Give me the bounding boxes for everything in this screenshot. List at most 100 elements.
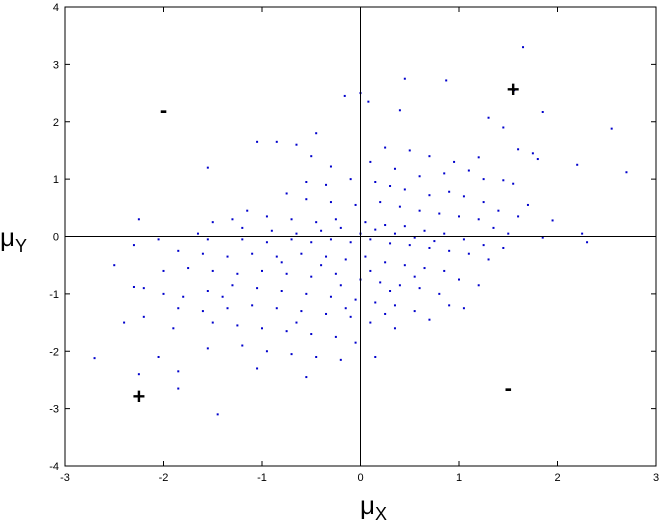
data-point bbox=[334, 335, 337, 338]
data-point bbox=[216, 413, 219, 416]
data-point bbox=[310, 155, 313, 158]
data-point bbox=[261, 269, 263, 272]
data-point bbox=[517, 148, 520, 151]
data-point bbox=[325, 312, 328, 315]
data-point bbox=[320, 264, 323, 267]
data-point bbox=[339, 358, 342, 361]
data-point bbox=[364, 221, 367, 224]
data-point bbox=[354, 341, 357, 344]
data-point bbox=[256, 140, 259, 143]
data-point bbox=[265, 350, 268, 353]
data-point bbox=[438, 212, 441, 215]
data-point bbox=[467, 252, 470, 255]
data-point bbox=[384, 224, 387, 227]
data-point bbox=[393, 232, 396, 235]
data-point bbox=[344, 258, 347, 261]
data-point bbox=[576, 163, 579, 166]
data-point bbox=[261, 327, 263, 330]
data-point bbox=[398, 109, 401, 112]
data-point bbox=[334, 218, 337, 221]
x-tick-label: 3 bbox=[653, 472, 659, 484]
data-point bbox=[236, 324, 239, 327]
data-point bbox=[581, 232, 584, 235]
plus-sign-label: + bbox=[132, 384, 145, 409]
data-point bbox=[354, 298, 357, 301]
y-tick-label: -3 bbox=[49, 404, 59, 416]
data-point bbox=[157, 355, 160, 358]
data-point bbox=[349, 315, 352, 318]
data-point bbox=[517, 215, 520, 218]
data-point bbox=[211, 321, 214, 324]
data-point bbox=[586, 241, 589, 244]
data-point bbox=[349, 241, 352, 244]
data-point bbox=[320, 229, 323, 232]
x-axis-label: μX bbox=[360, 490, 387, 524]
y-tick-label: 4 bbox=[53, 2, 59, 14]
data-point bbox=[531, 152, 534, 155]
data-point bbox=[448, 249, 451, 252]
data-point bbox=[300, 252, 303, 255]
data-point bbox=[443, 172, 446, 175]
data-point bbox=[177, 307, 180, 310]
data-point bbox=[536, 158, 539, 161]
data-point bbox=[221, 295, 224, 298]
data-point bbox=[445, 79, 448, 82]
data-point bbox=[231, 218, 234, 221]
data-point bbox=[398, 284, 401, 287]
data-point bbox=[285, 330, 288, 333]
data-point bbox=[329, 201, 332, 204]
data-point bbox=[462, 195, 465, 198]
data-point bbox=[408, 149, 411, 152]
data-point bbox=[177, 387, 180, 390]
data-point bbox=[369, 321, 372, 324]
data-point bbox=[610, 127, 613, 130]
data-point bbox=[462, 238, 465, 241]
data-point bbox=[374, 355, 377, 358]
data-point bbox=[389, 290, 392, 293]
x-tick-label: 0 bbox=[357, 472, 363, 484]
data-point bbox=[256, 287, 259, 290]
data-point bbox=[275, 307, 278, 310]
data-point bbox=[177, 370, 180, 373]
data-point bbox=[354, 203, 357, 206]
data-point bbox=[393, 304, 396, 307]
data-point bbox=[315, 132, 318, 135]
data-point bbox=[300, 310, 303, 313]
data-point bbox=[182, 295, 185, 298]
data-point bbox=[423, 267, 426, 270]
data-point bbox=[310, 275, 313, 278]
y-tick-label: 1 bbox=[53, 174, 59, 186]
data-point bbox=[123, 321, 126, 324]
y-axis-ticks: -4 -3 -2 -1 0 1 2 3 4 bbox=[49, 2, 656, 473]
data-point bbox=[265, 241, 268, 244]
data-point bbox=[369, 269, 372, 272]
data-point bbox=[201, 310, 204, 313]
data-point bbox=[403, 77, 406, 80]
data-point bbox=[280, 290, 283, 293]
data-point bbox=[492, 226, 495, 229]
data-point bbox=[142, 287, 145, 290]
data-point bbox=[256, 367, 259, 370]
data-point bbox=[157, 238, 160, 241]
data-point bbox=[374, 180, 377, 183]
x-tick-label: 1 bbox=[456, 472, 462, 484]
data-point bbox=[226, 255, 229, 258]
data-points bbox=[93, 46, 628, 416]
y-tick-label: -1 bbox=[49, 289, 59, 301]
data-point bbox=[477, 284, 480, 287]
data-point bbox=[251, 252, 254, 255]
data-point bbox=[305, 180, 308, 183]
data-point bbox=[418, 175, 421, 178]
data-point bbox=[513, 89, 516, 92]
data-point bbox=[187, 267, 190, 270]
data-point bbox=[443, 269, 446, 272]
data-point bbox=[526, 203, 529, 206]
data-point bbox=[231, 284, 234, 287]
data-point bbox=[384, 312, 387, 315]
data-point bbox=[418, 287, 421, 290]
data-point bbox=[502, 179, 505, 182]
data-point bbox=[443, 232, 446, 235]
data-point bbox=[413, 236, 416, 239]
data-point bbox=[137, 218, 140, 221]
